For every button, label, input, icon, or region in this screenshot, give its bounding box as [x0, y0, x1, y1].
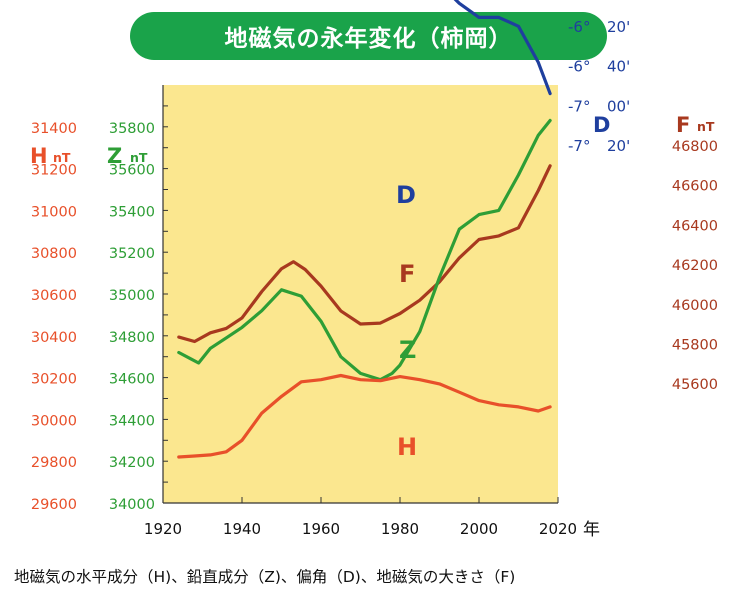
d-axis-tick-minutes: 20' — [607, 18, 630, 36]
series-line-h — [177, 373, 552, 459]
z-axis-tick-label: 34000 — [109, 497, 155, 513]
f-axis-tick-label: 46800 — [672, 139, 718, 155]
series-label-h: H — [397, 433, 417, 461]
z-axis-tick-label: 35600 — [109, 163, 155, 179]
f-axis-tick-label: 46400 — [672, 218, 718, 234]
series-label-d: D — [396, 181, 416, 209]
z-axis-tick-label: 34600 — [109, 372, 155, 388]
z-axis-tick-label: 35000 — [109, 288, 155, 304]
series-label-z: Z — [399, 336, 416, 364]
chart-title: 地磁気の永年変化（柿岡） — [224, 26, 513, 52]
f-axis-tick-label: 46000 — [672, 298, 718, 314]
z-axis-tick-label: 35400 — [109, 204, 155, 220]
z-axis-tick-label: 34400 — [109, 413, 155, 429]
series-line-z — [177, 118, 552, 382]
x-axis-unit: 年 — [583, 520, 600, 540]
chart-caption: 地磁気の水平成分（H)、鉛直成分（Z)、偏角（D)、地磁気の大きさ（F) — [14, 568, 516, 586]
h-axis-tick-label: 30000 — [31, 413, 77, 429]
z-axis-tick-label: 34200 — [109, 455, 155, 471]
f-axis-tick-label: 46600 — [672, 179, 718, 195]
f-axis-tick-label: 46200 — [672, 258, 718, 274]
plot-area — [163, 85, 558, 503]
h-axis-tick-label: 31200 — [31, 163, 77, 179]
h-axis-tick-label: 30600 — [31, 288, 77, 304]
h-axis-tick-label: 30800 — [31, 246, 77, 262]
d-axis-tick-degrees: -7° — [568, 137, 590, 155]
f-axis-unit: nT — [697, 119, 715, 134]
z-axis-tick-label: 35800 — [109, 121, 155, 137]
h-axis-tick-label: 30400 — [31, 330, 77, 346]
series-line-f — [177, 164, 552, 344]
h-axis-tick-label: 31000 — [31, 204, 77, 220]
x-tick-label: 1960 — [302, 520, 340, 538]
z-axis-tick-label: 35200 — [109, 246, 155, 262]
z-axis-symbol: Z — [107, 144, 122, 168]
h-axis-tick-label: 30200 — [31, 372, 77, 388]
z-axis-unit: nT — [130, 150, 148, 165]
d-axis-tick-degrees: -6° — [568, 58, 590, 76]
f-axis-symbol: F — [676, 113, 690, 137]
d-axis-tick-minutes: 20' — [607, 137, 630, 155]
h-axis-symbol: H — [30, 144, 48, 168]
h-axis-tick-label: 29600 — [31, 497, 77, 513]
x-tick-label: 1920 — [144, 520, 182, 538]
series-line-d — [453, 0, 552, 96]
x-tick-label: 1940 — [223, 520, 261, 538]
d-axis-tick-degrees: -6° — [568, 18, 590, 36]
h-axis-tick-label: 29800 — [31, 455, 77, 471]
x-tick-label: 1980 — [381, 520, 419, 538]
z-axis-tick-label: 34800 — [109, 330, 155, 346]
d-axis-tick-minutes: 40' — [607, 58, 630, 76]
d-axis-tick-minutes: 00' — [607, 97, 630, 115]
x-tick-label: 2000 — [460, 520, 498, 538]
d-axis-symbol: D — [593, 113, 610, 137]
chart-title-banner: 地磁気の永年変化（柿岡） — [130, 12, 607, 60]
x-tick-label: 2020 — [539, 520, 577, 538]
series-label-f: F — [399, 260, 415, 288]
f-axis-tick-label: 45600 — [672, 377, 718, 393]
h-axis-unit: nT — [53, 150, 71, 165]
d-axis-tick-degrees: -7° — [568, 97, 590, 115]
f-axis-tick-label: 45800 — [672, 338, 718, 354]
h-axis-tick-label: 31400 — [31, 121, 77, 137]
